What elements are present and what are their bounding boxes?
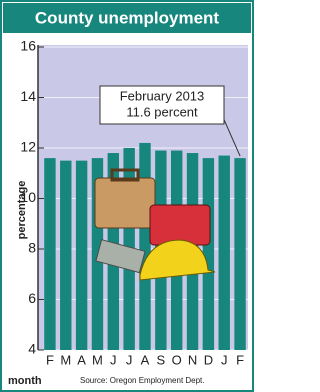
bar bbox=[139, 143, 150, 350]
x-axis-label: month bbox=[8, 375, 42, 387]
x-tick-label: A bbox=[141, 352, 150, 367]
y-tick-label: 12 bbox=[20, 139, 36, 155]
x-tick-label: O bbox=[172, 352, 182, 367]
bar bbox=[60, 161, 71, 350]
x-tick-label: D bbox=[204, 352, 213, 367]
x-tick-label: A bbox=[77, 352, 86, 367]
x-tick-label: J bbox=[221, 352, 228, 367]
y-tick-label: 4 bbox=[28, 341, 36, 357]
x-tick-label: S bbox=[157, 352, 166, 367]
source-note: Source: Oregon Employment Dept. bbox=[80, 376, 205, 385]
x-tick-label: M bbox=[60, 352, 71, 367]
y-tick-label: 16 bbox=[20, 38, 36, 54]
x-tick-label: F bbox=[46, 352, 54, 367]
bar bbox=[234, 158, 245, 350]
y-tick-label: 6 bbox=[28, 290, 36, 306]
bar bbox=[76, 161, 87, 350]
x-tick-label: J bbox=[110, 352, 117, 367]
y-tick-label: 14 bbox=[20, 88, 36, 104]
y-tick-label: 8 bbox=[28, 240, 36, 256]
x-tick-label: N bbox=[188, 352, 197, 367]
chart-title: County unemployment bbox=[35, 8, 220, 27]
x-tick-label: M bbox=[92, 352, 103, 367]
y-axis-label: percentage bbox=[16, 181, 28, 240]
x-tick-label: J bbox=[126, 352, 133, 367]
bar bbox=[203, 158, 214, 350]
bar bbox=[44, 158, 55, 350]
annotation-text: 11.6 percent bbox=[126, 104, 198, 119]
bar bbox=[219, 156, 230, 350]
x-tick-label: F bbox=[236, 352, 244, 367]
annotation-text: February 2013 bbox=[120, 88, 205, 103]
